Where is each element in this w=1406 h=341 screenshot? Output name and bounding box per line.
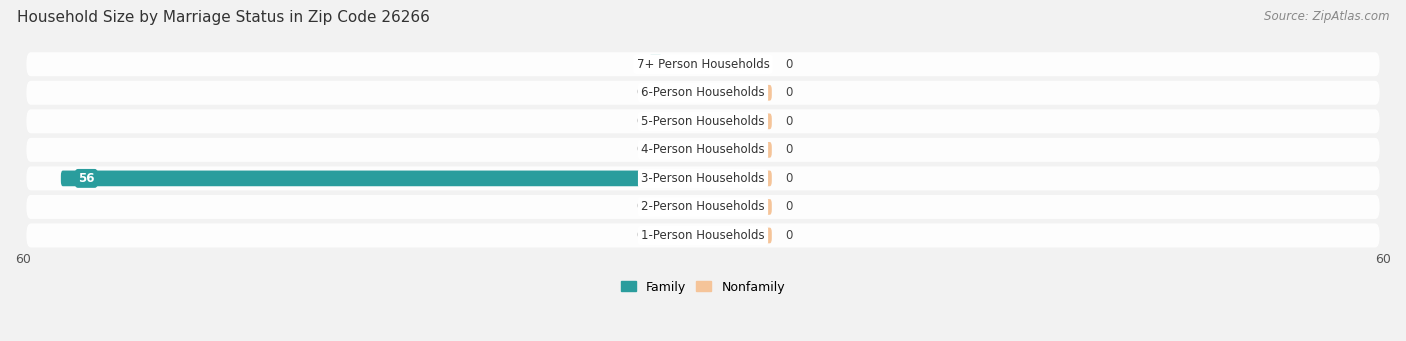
FancyBboxPatch shape xyxy=(703,228,772,243)
Text: Household Size by Marriage Status in Zip Code 26266: Household Size by Marriage Status in Zip… xyxy=(17,10,430,25)
FancyBboxPatch shape xyxy=(27,223,1379,248)
FancyBboxPatch shape xyxy=(703,85,772,101)
Text: 60: 60 xyxy=(1375,253,1391,266)
Text: 0: 0 xyxy=(636,115,644,128)
Text: 56: 56 xyxy=(79,172,94,185)
Text: 0: 0 xyxy=(786,143,793,157)
FancyBboxPatch shape xyxy=(27,81,1379,105)
FancyBboxPatch shape xyxy=(27,195,1379,219)
FancyBboxPatch shape xyxy=(703,170,772,186)
Text: 6-Person Households: 6-Person Households xyxy=(641,86,765,99)
Text: 60: 60 xyxy=(15,253,31,266)
Text: 0: 0 xyxy=(786,86,793,99)
Text: 7+ Person Households: 7+ Person Households xyxy=(637,58,769,71)
Text: 0: 0 xyxy=(786,115,793,128)
FancyBboxPatch shape xyxy=(657,199,703,215)
FancyBboxPatch shape xyxy=(27,52,1379,76)
FancyBboxPatch shape xyxy=(703,199,772,215)
FancyBboxPatch shape xyxy=(27,166,1379,190)
Text: 4-Person Households: 4-Person Households xyxy=(641,143,765,157)
Text: 2-Person Households: 2-Person Households xyxy=(641,201,765,213)
Text: 0: 0 xyxy=(636,229,644,242)
Text: 0: 0 xyxy=(786,172,793,185)
Text: 3-Person Households: 3-Person Households xyxy=(641,172,765,185)
Text: 0: 0 xyxy=(786,58,793,71)
FancyBboxPatch shape xyxy=(657,142,703,158)
FancyBboxPatch shape xyxy=(703,142,772,158)
FancyBboxPatch shape xyxy=(657,228,703,243)
Text: Source: ZipAtlas.com: Source: ZipAtlas.com xyxy=(1264,10,1389,23)
FancyBboxPatch shape xyxy=(657,114,703,129)
Text: 0: 0 xyxy=(636,143,644,157)
Text: 0: 0 xyxy=(786,201,793,213)
Text: 6: 6 xyxy=(651,58,659,71)
FancyBboxPatch shape xyxy=(657,85,703,101)
FancyBboxPatch shape xyxy=(27,109,1379,133)
Text: 0: 0 xyxy=(786,229,793,242)
FancyBboxPatch shape xyxy=(703,56,772,72)
Text: 0: 0 xyxy=(636,86,644,99)
FancyBboxPatch shape xyxy=(634,56,703,72)
Text: 1-Person Households: 1-Person Households xyxy=(641,229,765,242)
FancyBboxPatch shape xyxy=(703,114,772,129)
Text: 5-Person Households: 5-Person Households xyxy=(641,115,765,128)
Legend: Family, Nonfamily: Family, Nonfamily xyxy=(621,281,785,294)
Text: 0: 0 xyxy=(636,201,644,213)
FancyBboxPatch shape xyxy=(27,138,1379,162)
FancyBboxPatch shape xyxy=(60,170,703,186)
